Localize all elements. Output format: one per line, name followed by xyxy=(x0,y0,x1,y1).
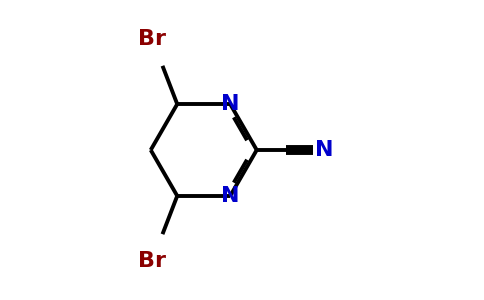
Text: N: N xyxy=(221,186,240,206)
Text: Br: Br xyxy=(138,251,166,271)
Text: Br: Br xyxy=(138,29,166,49)
Text: N: N xyxy=(315,140,333,160)
Text: N: N xyxy=(221,94,240,114)
